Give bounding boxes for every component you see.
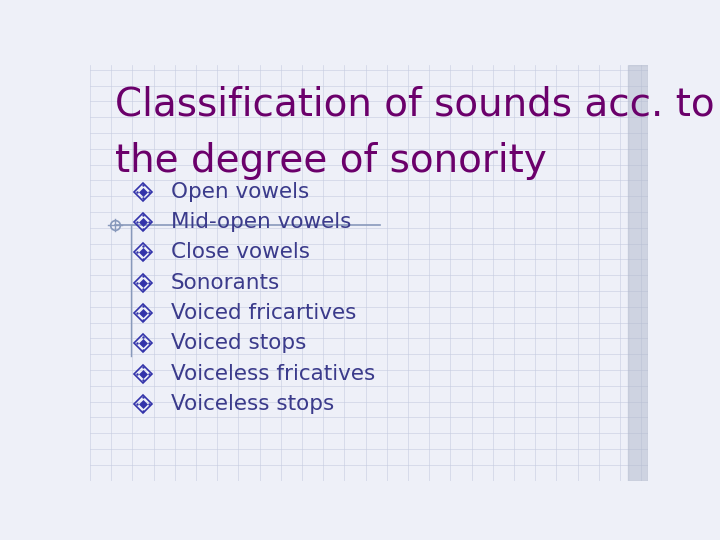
Bar — [629, 65, 648, 481]
Text: Classification of sounds acc. to: Classification of sounds acc. to — [115, 85, 715, 124]
Text: Voiceless stops: Voiceless stops — [171, 394, 334, 414]
Text: Open vowels: Open vowels — [171, 181, 309, 201]
Text: Voiced fricartives: Voiced fricartives — [171, 303, 356, 323]
Text: Mid-open vowels: Mid-open vowels — [171, 212, 351, 232]
Text: Sonorants: Sonorants — [171, 273, 280, 293]
Text: the degree of sonority: the degree of sonority — [115, 141, 547, 180]
Text: Close vowels: Close vowels — [171, 242, 310, 262]
Text: Voiced stops: Voiced stops — [171, 333, 306, 353]
Text: Voiceless fricatives: Voiceless fricatives — [171, 364, 375, 384]
